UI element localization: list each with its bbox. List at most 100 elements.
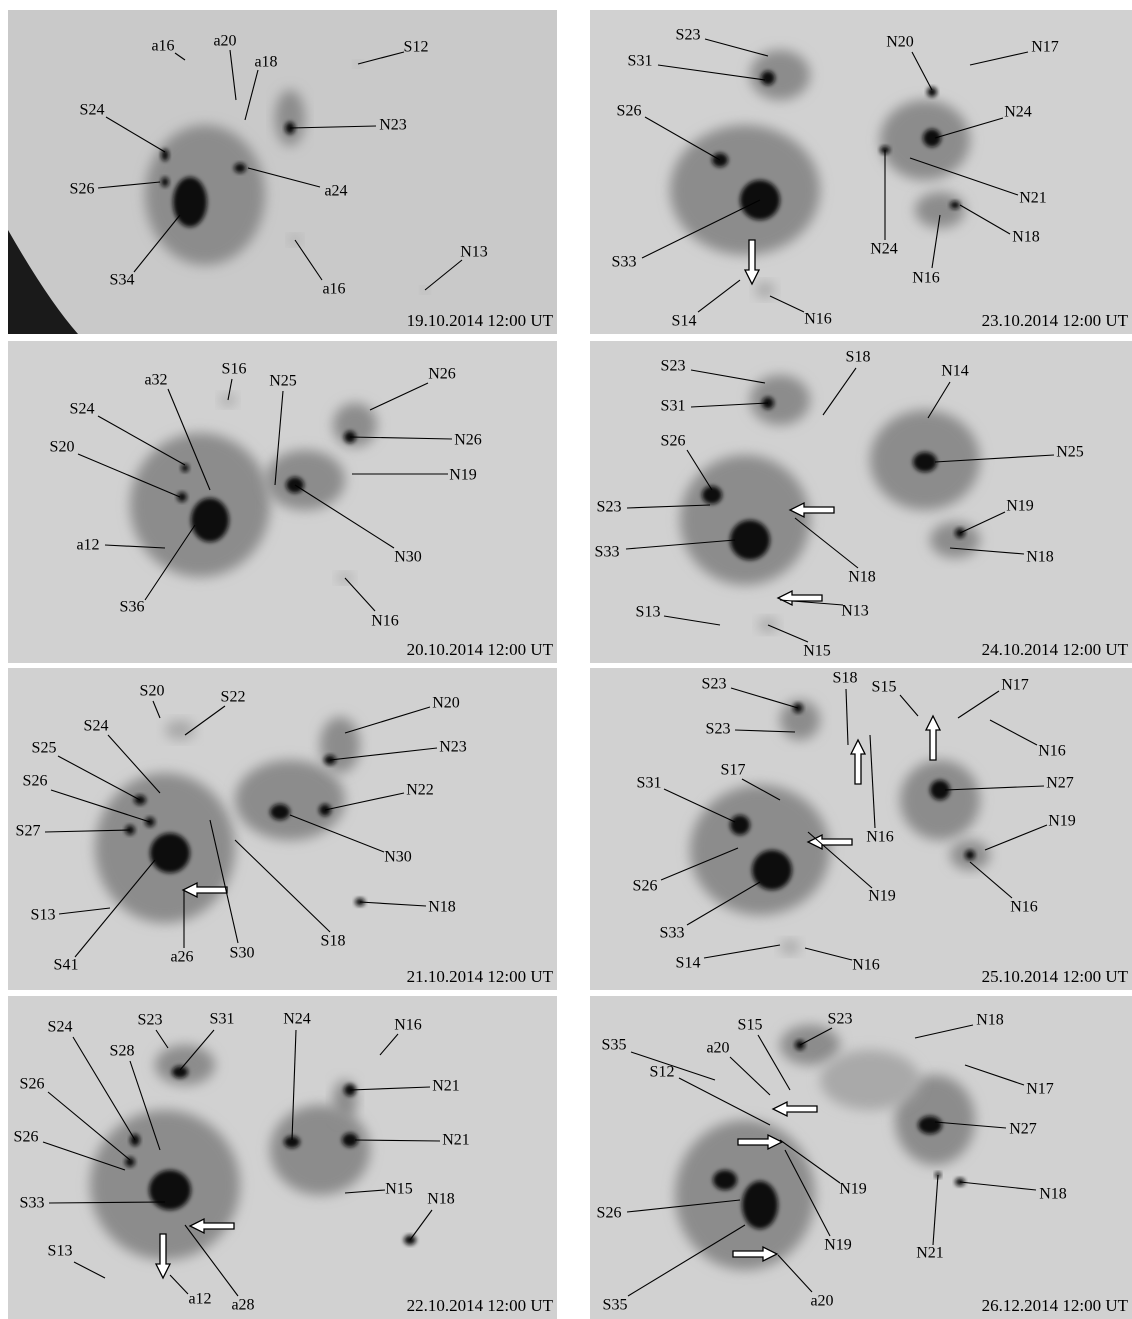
spot-label: N27 bbox=[1046, 775, 1074, 792]
umbra bbox=[713, 1170, 737, 1190]
spot-label: N21 bbox=[1019, 190, 1047, 207]
umbra bbox=[927, 87, 937, 97]
spot-label: S20 bbox=[140, 683, 165, 700]
spot-label: N18 bbox=[1012, 229, 1040, 246]
spot-label: S26 bbox=[14, 1129, 39, 1146]
spot-label: S26 bbox=[661, 433, 686, 450]
image-panel: S24S23S31N24N16S28S26N21S26N21S33N15N18S… bbox=[8, 996, 557, 1319]
spot-label: N23 bbox=[439, 739, 467, 756]
spot-label: S23 bbox=[676, 27, 701, 44]
spot-label: S18 bbox=[846, 349, 871, 366]
penumbra bbox=[915, 192, 965, 228]
spot-label: S34 bbox=[110, 272, 135, 289]
spot-label: S14 bbox=[672, 313, 697, 330]
spot-label: S23 bbox=[661, 358, 686, 375]
spot-label: N18 bbox=[428, 899, 456, 916]
spot-label: S26 bbox=[597, 1205, 622, 1222]
umbra bbox=[173, 177, 207, 227]
spot-label: S26 bbox=[633, 878, 658, 895]
spot-label: S12 bbox=[404, 39, 429, 56]
spot-label: S24 bbox=[70, 401, 95, 418]
spot-label: N16 bbox=[1038, 743, 1066, 760]
umbra bbox=[191, 498, 229, 542]
spot-label: N25 bbox=[269, 373, 297, 390]
spot-label: S35 bbox=[603, 1297, 628, 1314]
spot-label: S15 bbox=[738, 1017, 763, 1034]
spot-label: N14 bbox=[941, 363, 969, 380]
penumbra bbox=[275, 90, 305, 146]
timestamp: 25.10.2014 12:00 UT bbox=[982, 967, 1129, 986]
umbra bbox=[923, 129, 941, 147]
spot-label: S28 bbox=[110, 1043, 135, 1060]
spot-label: S13 bbox=[636, 604, 661, 621]
penumbra bbox=[690, 785, 830, 915]
umbra bbox=[702, 486, 722, 504]
penumbra bbox=[270, 1105, 370, 1195]
spot-label: S31 bbox=[210, 1011, 235, 1028]
umbra bbox=[161, 177, 169, 187]
spot-label: S25 bbox=[32, 740, 57, 757]
spot-label: S30 bbox=[230, 945, 255, 962]
umbra bbox=[177, 492, 187, 502]
spot-label: N16 bbox=[1010, 899, 1038, 916]
spot-label: S18 bbox=[321, 933, 346, 950]
umbra bbox=[918, 1116, 942, 1134]
umbra bbox=[742, 1181, 778, 1229]
penumbra bbox=[755, 282, 775, 298]
penumbra bbox=[780, 940, 800, 954]
spot-label: a28 bbox=[231, 1297, 254, 1314]
image-panel: S16a32N25N26S24N26S20N19N30a12S36N1620.1… bbox=[8, 341, 557, 663]
panel-background bbox=[8, 10, 557, 334]
panel-background bbox=[590, 10, 1132, 334]
spot-label: S24 bbox=[48, 1019, 73, 1036]
umbra bbox=[761, 71, 775, 85]
spot-label: S33 bbox=[20, 1195, 45, 1212]
spot-label: a12 bbox=[188, 1291, 211, 1308]
penumbra bbox=[235, 760, 345, 840]
spot-label: N18 bbox=[427, 1191, 455, 1208]
image-panel: S15S23N18a20N17S12N27S35N19N18S26N19N21S… bbox=[590, 996, 1132, 1319]
spot-label: S36 bbox=[120, 599, 145, 616]
figure: a16a20a18S12N23S24S26a24S34a16N1319.10.2… bbox=[0, 0, 1132, 1319]
spot-label: N18 bbox=[1039, 1186, 1067, 1203]
spot-label: N17 bbox=[1031, 39, 1059, 56]
spot-label: N24 bbox=[870, 241, 898, 258]
spot-label: S26 bbox=[70, 181, 95, 198]
penumbra bbox=[820, 1050, 920, 1110]
spot-label: N26 bbox=[428, 366, 456, 383]
penumbra bbox=[155, 1045, 215, 1085]
spot-label: N26 bbox=[454, 432, 482, 449]
spot-label: S26 bbox=[23, 773, 48, 790]
spot-label: N19 bbox=[449, 467, 477, 484]
spot-label: S23 bbox=[138, 1012, 163, 1029]
spot-label: S41 bbox=[54, 957, 79, 974]
spot-label: N30 bbox=[384, 849, 412, 866]
spot-label: S23 bbox=[706, 721, 731, 738]
umbra bbox=[965, 850, 975, 860]
spot-label: N15 bbox=[385, 1181, 413, 1198]
spot-label: N16 bbox=[371, 613, 399, 630]
spot-label: N18 bbox=[976, 1012, 1004, 1029]
spot-label: N16 bbox=[804, 311, 832, 328]
image-panel: a16a20a18S12N23S24S26a24S34a16N1319.10.2… bbox=[8, 10, 557, 334]
spot-label: N23 bbox=[379, 117, 407, 134]
timestamp: 23.10.2014 12:00 UT bbox=[982, 311, 1129, 330]
spot-label: N17 bbox=[1001, 677, 1029, 694]
spot-label: S33 bbox=[612, 254, 637, 271]
spot-label: S12 bbox=[650, 1064, 675, 1081]
spot-label: N16 bbox=[866, 829, 894, 846]
spot-label: a16 bbox=[151, 38, 174, 55]
timestamp: 24.10.2014 12:00 UT bbox=[982, 640, 1129, 659]
spot-label: S23 bbox=[597, 499, 622, 516]
penumbra bbox=[320, 717, 360, 773]
spot-label: a24 bbox=[324, 183, 347, 200]
spot-label: N19 bbox=[868, 888, 896, 905]
umbra bbox=[172, 1066, 188, 1078]
spot-label: N21 bbox=[442, 1132, 470, 1149]
spot-label: N19 bbox=[824, 1237, 852, 1254]
timestamp: 20.10.2014 12:00 UT bbox=[407, 640, 554, 659]
spot-label: S33 bbox=[595, 544, 620, 561]
spot-label: N16 bbox=[852, 957, 880, 974]
spot-label: N27 bbox=[1009, 1121, 1037, 1138]
